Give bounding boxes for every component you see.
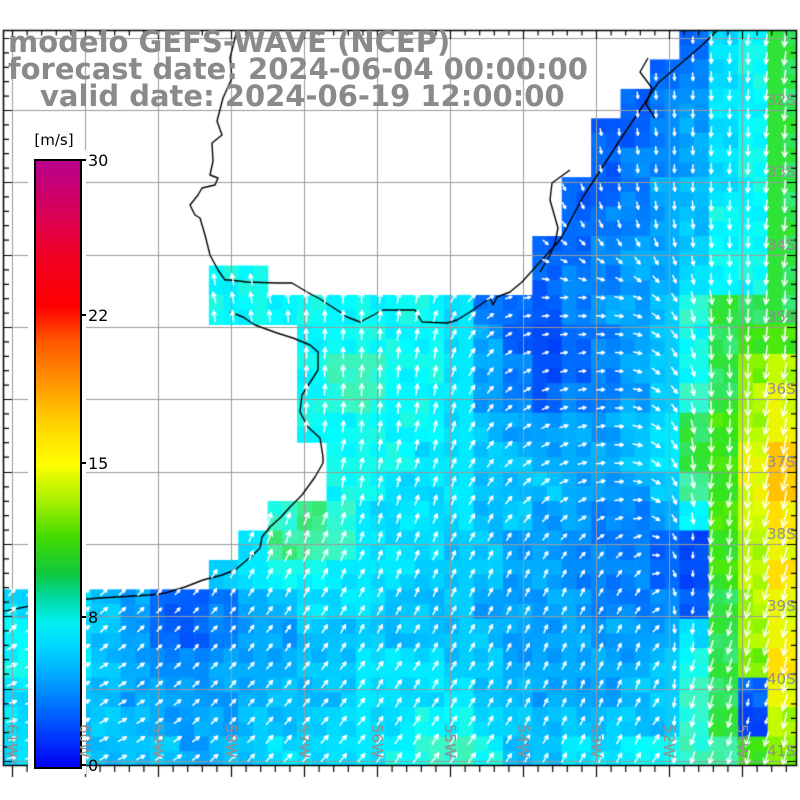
lon-label-55W: 55W bbox=[441, 724, 459, 758]
lat-label-40S: 40S bbox=[767, 670, 796, 688]
lon-label-51W: 51W bbox=[733, 724, 751, 758]
valid-date: valid date: 2024-06-19 12:00:00 bbox=[40, 79, 565, 113]
lat-label-32S: 32S bbox=[767, 91, 796, 109]
lat-label-37S: 37S bbox=[767, 453, 796, 471]
lon-label-61W: 61W bbox=[3, 724, 21, 758]
colorbar-tick-mark bbox=[80, 159, 86, 161]
lon-label-56W: 56W bbox=[368, 724, 386, 758]
colorbar-tick-label-0: 0 bbox=[88, 756, 99, 775]
lat-label-41S: 41S bbox=[767, 742, 796, 760]
colorbar-tick-label-15: 15 bbox=[88, 454, 109, 473]
lat-label-33S: 33S bbox=[767, 163, 796, 181]
lon-label-57W: 57W bbox=[295, 724, 313, 758]
colorbar-tick-mark bbox=[80, 314, 86, 316]
model-title: modelo GEFS-WAVE (NCEP) bbox=[8, 25, 451, 59]
lat-label-34S: 34S bbox=[767, 236, 796, 254]
colorbar-tick-mark bbox=[80, 616, 86, 618]
colorbar-tick-mark bbox=[80, 462, 86, 464]
lon-label-54W: 54W bbox=[514, 724, 532, 758]
forecast-date: forecast date: 2024-06-04 00:00:00 bbox=[8, 52, 588, 86]
colorbar-unit-label: [m/s] bbox=[26, 131, 82, 149]
lon-label-58W: 58W bbox=[222, 724, 240, 758]
colorbar-tick-label-22: 22 bbox=[88, 306, 109, 325]
lon-label-60W: 60W bbox=[76, 724, 94, 758]
lat-label-39S: 39S bbox=[767, 597, 796, 615]
lat-label-35S: 35S bbox=[767, 308, 796, 326]
colorbar-tick-label-30: 30 bbox=[88, 151, 109, 170]
lon-label-59W: 59W bbox=[149, 724, 167, 758]
lat-label-38S: 38S bbox=[767, 525, 796, 543]
colorbar bbox=[34, 159, 82, 769]
lon-label-53W: 53W bbox=[587, 724, 605, 758]
colorbar-tick-label-8: 8 bbox=[88, 608, 99, 627]
lon-label-52W: 52W bbox=[660, 724, 678, 758]
lat-label-36S: 36S bbox=[767, 380, 796, 398]
colorbar-tick-mark bbox=[80, 764, 86, 766]
